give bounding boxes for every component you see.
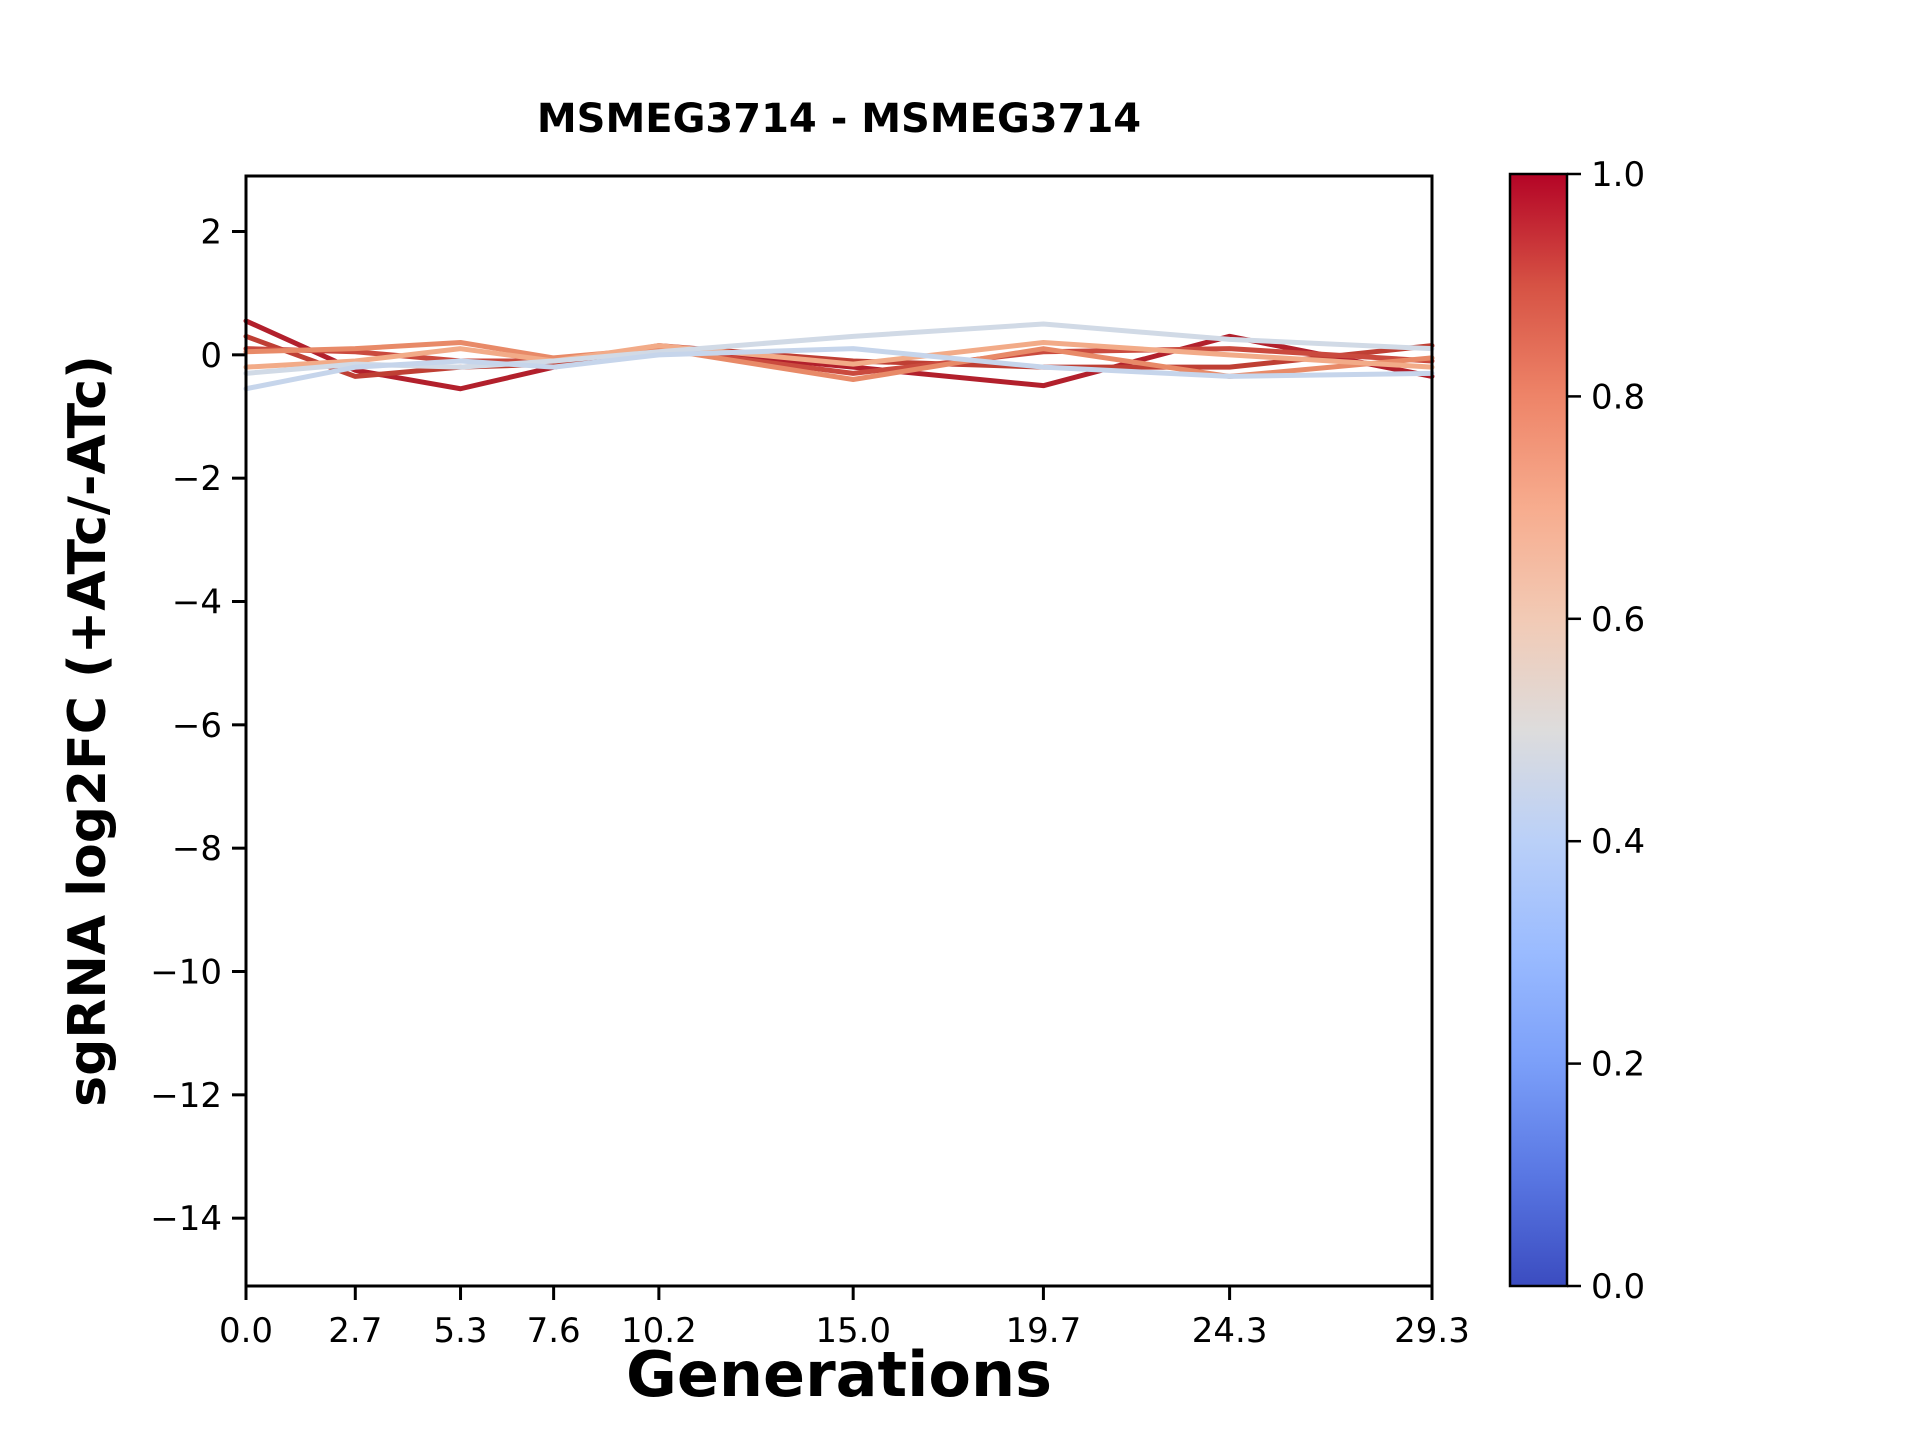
- colorbar-tick-label: 0.2: [1591, 1045, 1645, 1085]
- y-tick-label: −8: [172, 829, 222, 869]
- chart-title: MSMEG3714 - MSMEG3714: [536, 96, 1142, 142]
- series-line-sgRNA-4: [243, 340, 1435, 382]
- x-tick-label: 15.0: [815, 1311, 891, 1351]
- axes-frame: [244, 174, 1434, 1288]
- y-tick-label: −4: [172, 583, 222, 623]
- y-tick-label: −6: [172, 706, 222, 746]
- y-axis-label: sgRNA log2FC (+ATc/-ATc): [58, 355, 118, 1107]
- y-tick-label: −10: [150, 953, 222, 993]
- colorbar-tick-label: 0.8: [1591, 377, 1645, 417]
- y-tick-label: −14: [150, 1199, 222, 1239]
- colorbar-tick-label: 1.0: [1591, 155, 1645, 195]
- y-tick-label: 2: [200, 213, 222, 253]
- colorbar-tick-label: 0.0: [1591, 1267, 1645, 1307]
- y-tick-label: 0: [200, 336, 222, 376]
- colorbar-gradient: [1510, 174, 1567, 1286]
- y-tick-label: −12: [150, 1076, 222, 1116]
- x-tick-label: 0.0: [219, 1311, 273, 1351]
- series-line-sgRNA-7: [243, 346, 1435, 392]
- x-tick-label: 10.2: [621, 1311, 697, 1351]
- x-tick-label: 5.3: [433, 1311, 487, 1351]
- series-line-sgRNA-5: [243, 340, 1435, 370]
- x-tick-label: 7.6: [527, 1311, 581, 1351]
- y-tick-label: −2: [172, 459, 222, 499]
- x-tick-label: 24.3: [1192, 1311, 1268, 1351]
- x-tick-label: 19.7: [1006, 1311, 1082, 1351]
- colorbar-tick-label: 0.4: [1591, 822, 1645, 862]
- x-axis-label: Generations: [625, 1338, 1053, 1411]
- x-tick-label: 29.3: [1394, 1311, 1470, 1351]
- x-tick-label: 2.7: [328, 1311, 382, 1351]
- colorbar-frame: [1508, 172, 1569, 1288]
- colorbar-tick-label: 0.6: [1591, 600, 1645, 640]
